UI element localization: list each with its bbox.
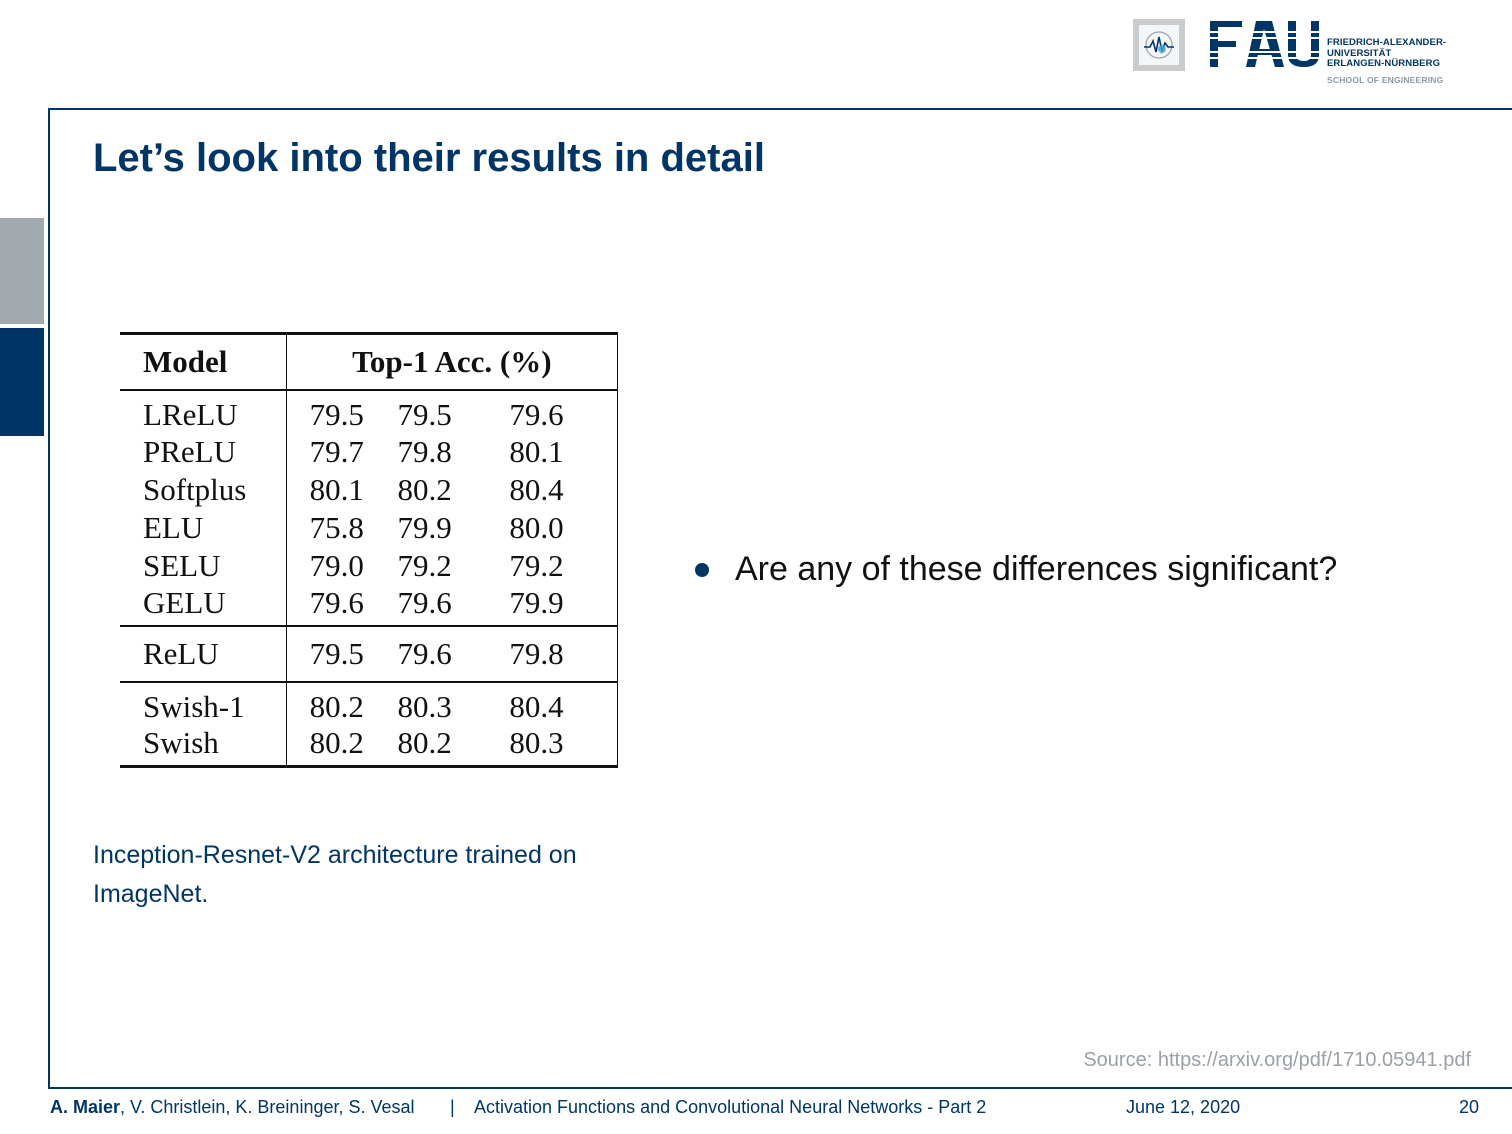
header-accuracy: Top-1 Acc. (%) [286, 333, 619, 390]
cell-value: 79.8 [397, 433, 452, 469]
slide-title: Let’s look into their results in detail [93, 136, 765, 180]
cell-value: 79.2 [509, 547, 564, 583]
cell-value: 80.1 [309, 471, 364, 507]
cell-value: 79.6 [397, 635, 452, 671]
cell-model: Swish-1 [120, 681, 287, 725]
waveform-icon [1144, 31, 1174, 59]
cell-value: 79.6 [509, 396, 564, 432]
page-number: 20 [1458, 1097, 1479, 1117]
cell-model: ReLU [120, 625, 287, 682]
bullet-item: Are any of these differences significant… [695, 550, 1337, 589]
footer-separator: | [450, 1097, 455, 1117]
frame-bottom-rule [48, 1087, 1512, 1089]
footer-authors: A. Maier, V. Christlein, K. Breininger, … [50, 1097, 415, 1118]
table-row: ReLU 79.5 79.6 79.8 [120, 625, 618, 682]
cell-value: 79.5 [309, 396, 364, 432]
cell-value: 79.6 [397, 584, 452, 620]
fau-logo [1210, 21, 1320, 67]
cell-value: 79.5 [309, 635, 364, 671]
university-name: FRIEDRICH-ALEXANDER- UNIVERSITÄT ERLANGE… [1327, 37, 1447, 70]
footer-date: June 12, 2020 [1126, 1097, 1241, 1117]
table-row: LReLU 79.5 79.5 79.6 [120, 389, 618, 433]
cell-value: 79.9 [509, 584, 564, 620]
cell-value: 80.2 [397, 724, 452, 760]
footer-lead-author: A. Maier [50, 1097, 121, 1117]
cell-model: GELU [120, 584, 287, 626]
side-tab-inactive [0, 218, 44, 324]
table-row: Softplus 80.1 80.2 80.4 [120, 470, 618, 509]
table-header-row: Model Top-1 Acc. (%) [120, 333, 619, 390]
bullet-text: Are any of these differences significant… [735, 550, 1338, 588]
cell-value: 80.3 [397, 688, 452, 724]
footer-course-title: Activation Functions and Convolutional N… [474, 1097, 987, 1117]
source-citation: Source: https://arxiv.org/pdf/1710.05941… [1083, 1049, 1471, 1071]
cell-model: LReLU [120, 389, 287, 433]
university-name-line: FRIEDRICH-ALEXANDER- [1327, 37, 1447, 48]
cell-value: 80.0 [509, 509, 564, 545]
side-tab-active [0, 328, 44, 436]
cell-value: 80.3 [509, 724, 564, 760]
cell-value: 79.8 [509, 635, 564, 671]
cell-value: 80.4 [509, 688, 564, 724]
cell-value: 80.4 [509, 471, 564, 507]
cell-model: PReLU [120, 432, 287, 471]
table-row: Swish 80.2 80.2 80.3 [120, 724, 618, 766]
results-table: Model Top-1 Acc. (%) LReLU 79.5 79.5 79.… [120, 332, 619, 768]
cell-model: ELU [120, 508, 287, 547]
cell-value: 79.0 [309, 547, 364, 583]
cell-model: SELU [120, 546, 287, 585]
bullet-list: Are any of these differences significant… [695, 550, 1337, 589]
bullet-dot-icon [695, 562, 709, 577]
cell-value: 79.7 [309, 433, 364, 469]
table-row: GELU 79.6 79.6 79.9 [120, 584, 618, 626]
table-row: SELU 79.0 79.2 79.2 [120, 546, 618, 585]
pattern-recognition-lab-logo [1133, 19, 1185, 71]
cell-value: 80.2 [309, 688, 364, 724]
frame-left-rule [48, 108, 50, 1088]
cell-value: 80.1 [509, 433, 564, 469]
frame-top-rule [48, 108, 1512, 110]
table-row: ELU 75.8 79.9 80.0 [120, 508, 618, 547]
cell-value: 79.6 [309, 584, 364, 620]
university-name-line: UNIVERSITÄT [1327, 47, 1392, 59]
table-row: PReLU 79.7 79.8 80.1 [120, 432, 618, 471]
table-row: Swish-1 80.2 80.3 80.4 [120, 681, 618, 725]
cell-value: 80.2 [309, 724, 364, 760]
cell-value: 79.2 [397, 547, 452, 583]
footer-other-authors: , V. Christlein, K. Breininger, S. Vesal [120, 1097, 415, 1117]
school-name: SCHOOL OF ENGINEERING [1327, 75, 1444, 85]
cell-model: Swish [120, 724, 287, 766]
cell-value: 75.8 [309, 509, 364, 545]
table-caption: Inception-Resnet-V2 architecture trained… [93, 841, 577, 908]
cell-model: Softplus [120, 470, 287, 509]
header-model: Model [120, 333, 287, 390]
cell-value: 79.9 [397, 509, 452, 545]
cell-value: 79.5 [397, 396, 452, 432]
university-name-line: ERLANGEN-NÜRNBERG [1327, 58, 1441, 69]
cell-value: 80.2 [397, 471, 452, 507]
